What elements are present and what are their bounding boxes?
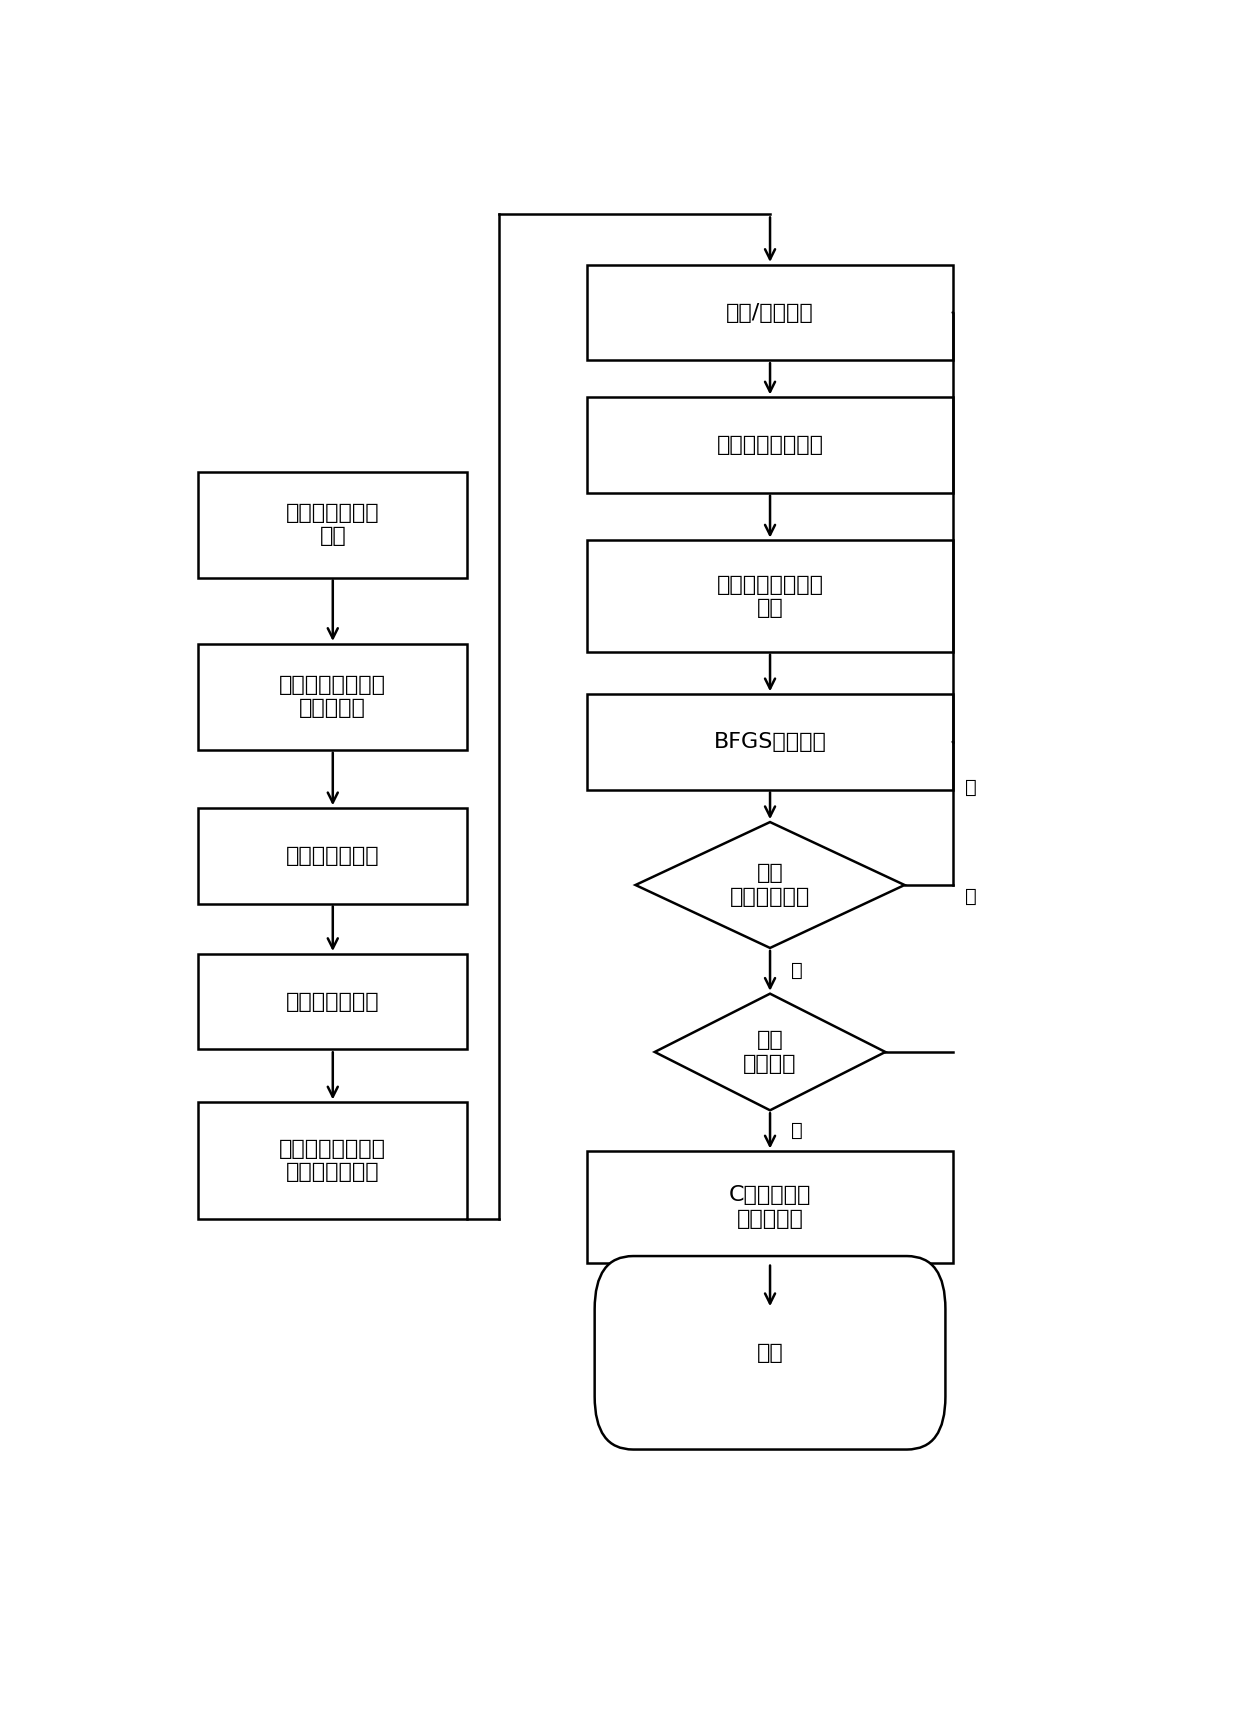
FancyBboxPatch shape (198, 472, 467, 578)
Polygon shape (635, 823, 905, 948)
Text: C个较优结果
的正向优选: C个较优结果 的正向优选 (729, 1186, 811, 1229)
Text: 是: 是 (791, 1122, 804, 1141)
FancyBboxPatch shape (198, 1103, 467, 1218)
Text: 否: 否 (965, 778, 977, 797)
FancyBboxPatch shape (588, 265, 952, 360)
Text: 结束: 结束 (756, 1342, 784, 1363)
FancyBboxPatch shape (198, 809, 467, 904)
FancyBboxPatch shape (588, 694, 952, 790)
FancyBboxPatch shape (198, 644, 467, 750)
Text: BFGS优化操作: BFGS优化操作 (713, 731, 827, 752)
FancyBboxPatch shape (588, 398, 952, 492)
Text: 参数集合及不确定
度范围统计: 参数集合及不确定 度范围统计 (279, 675, 387, 718)
Text: 是: 是 (791, 962, 804, 981)
Text: 达到
收敛精度: 达到 收敛精度 (743, 1031, 797, 1074)
Text: 适应度函数値计算: 适应度函数値计算 (717, 435, 823, 454)
Text: 分析値与试验値误
差目标函数构建: 分析値与试验値误 差目标函数构建 (279, 1139, 387, 1182)
FancyBboxPatch shape (588, 540, 952, 652)
FancyBboxPatch shape (198, 953, 467, 1050)
Text: 航天器传热模型
建立: 航天器传热模型 建立 (286, 503, 379, 546)
Text: 创建/更新种群: 创建/更新种群 (727, 303, 813, 322)
Text: 否: 否 (965, 888, 977, 907)
Text: 选择、交叉、变异
操作: 选择、交叉、变异 操作 (717, 575, 823, 618)
FancyBboxPatch shape (588, 1151, 952, 1263)
Text: 满足
目标函数最小: 满足 目标函数最小 (730, 864, 810, 907)
Polygon shape (655, 993, 885, 1110)
Text: 抽样参数热分析: 抽样参数热分析 (286, 991, 379, 1012)
Text: 超拉丁立方抽样: 超拉丁立方抽样 (286, 845, 379, 866)
FancyBboxPatch shape (595, 1256, 945, 1449)
